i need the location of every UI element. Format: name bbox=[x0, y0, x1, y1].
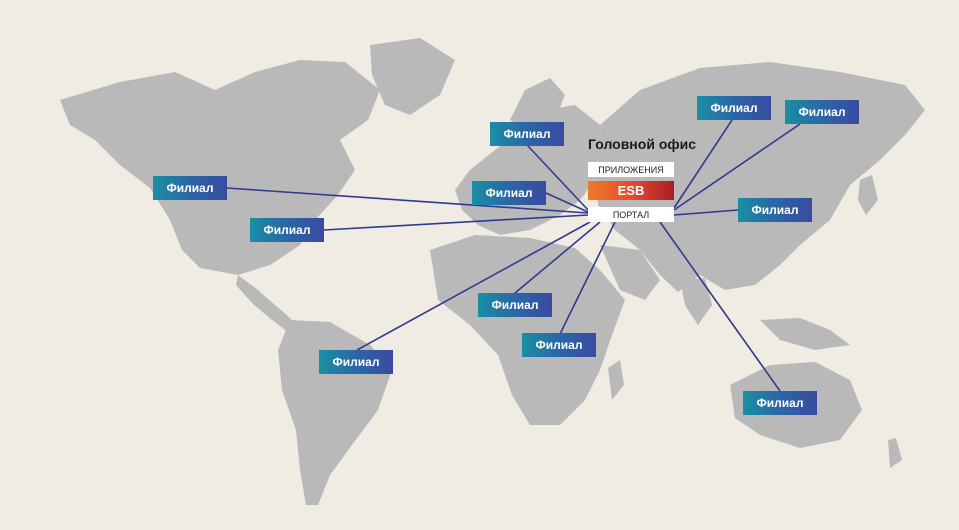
greenland-landmass bbox=[370, 38, 455, 115]
esb-layer: ESB bbox=[588, 181, 674, 200]
branch-west-europe: Филиал bbox=[472, 181, 546, 205]
headquarters-title: Головной офис bbox=[588, 136, 697, 152]
branch-siberia-west: Филиал bbox=[697, 96, 771, 120]
north-america-landmass bbox=[60, 60, 380, 275]
portal-layer: ПОРТАЛ bbox=[588, 207, 674, 222]
south-america-landmass bbox=[278, 320, 392, 505]
link-china bbox=[673, 209, 739, 216]
connection-lines bbox=[226, 119, 801, 392]
madagascar-landmass bbox=[608, 360, 624, 400]
link-australia bbox=[659, 221, 781, 392]
new-zealand-landmass bbox=[888, 438, 902, 468]
link-canada bbox=[226, 187, 589, 214]
link-siberia-east bbox=[673, 123, 801, 211]
link-usa bbox=[323, 214, 589, 231]
link-north-europe bbox=[526, 144, 589, 211]
branch-south-america: Филиал bbox=[319, 350, 393, 374]
branch-canada: Филиал bbox=[153, 176, 227, 200]
japan-landmass bbox=[858, 175, 878, 215]
link-west-europe bbox=[545, 192, 589, 213]
branch-siberia-east: Филиал bbox=[785, 100, 859, 124]
link-west-africa bbox=[514, 221, 601, 294]
applications-layer: ПРИЛОЖЕНИЯ bbox=[588, 162, 674, 177]
branch-west-africa: Филиал bbox=[478, 293, 552, 317]
branch-east-africa: Филиал bbox=[522, 333, 596, 357]
link-siberia-west bbox=[673, 119, 733, 209]
africa-landmass bbox=[430, 235, 625, 425]
branch-usa: Филиал bbox=[250, 218, 324, 242]
link-east-africa bbox=[559, 221, 616, 335]
branch-australia: Филиал bbox=[743, 391, 817, 415]
southeast-asia-islands bbox=[760, 318, 850, 350]
link-south-america bbox=[356, 221, 591, 351]
scandinavia-landmass bbox=[510, 78, 565, 135]
central-america-landmass bbox=[236, 275, 300, 335]
branch-north-europe: Филиал bbox=[490, 122, 564, 146]
branch-china: Филиал bbox=[738, 198, 812, 222]
arabia-india-landmass bbox=[600, 245, 712, 325]
